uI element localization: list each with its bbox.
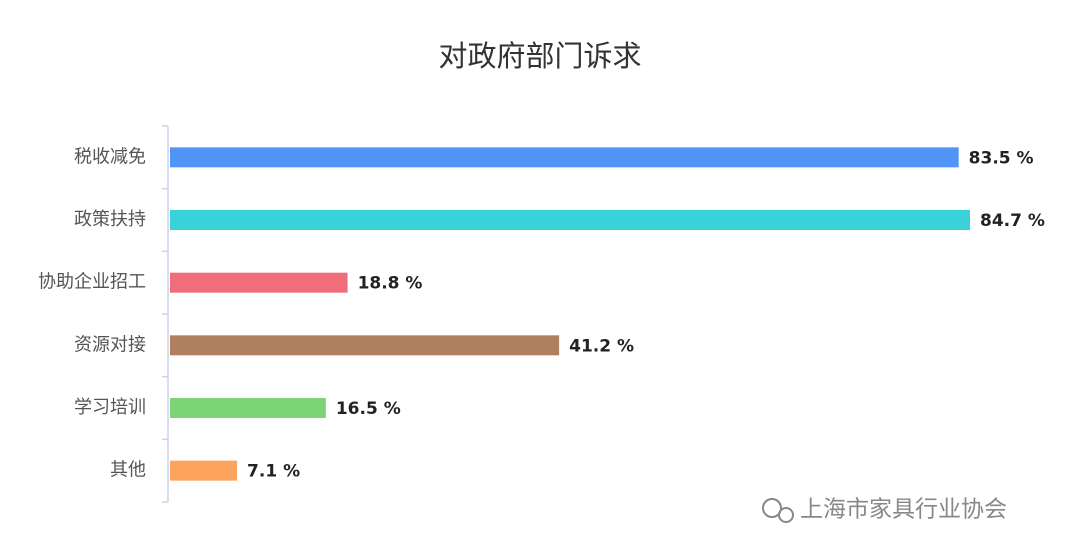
y-tick-label: 学习培训 [74,397,146,418]
bar [170,147,959,168]
y-tick-label: 政策扶持 [74,209,146,230]
y-tick-label: 其他 [110,460,146,481]
value-label: 16.5 % [336,399,401,419]
y-tick-label: 资源对接 [74,334,146,355]
value-label: 7.1 % [247,462,300,482]
chart-title: 对政府部门诉求 [438,39,641,73]
value-label: 41.2 % [569,336,634,356]
y-tick-label: 协助企业招工 [38,272,146,293]
watermark: 上海市家具行业协会 [762,497,1007,523]
wechat-icon [778,507,794,523]
bar [170,398,326,418]
bar [170,272,348,293]
value-label: 18.8 % [358,274,423,294]
value-label: 83.5 % [969,148,1034,168]
wechat-icon [762,498,782,518]
y-tick-label: 税收减免 [74,146,146,167]
bar [170,210,970,230]
bar [170,335,560,356]
watermark-text: 上海市家具行业协会 [800,497,1007,523]
value-label: 84.7 % [980,211,1045,231]
bar [170,460,238,481]
